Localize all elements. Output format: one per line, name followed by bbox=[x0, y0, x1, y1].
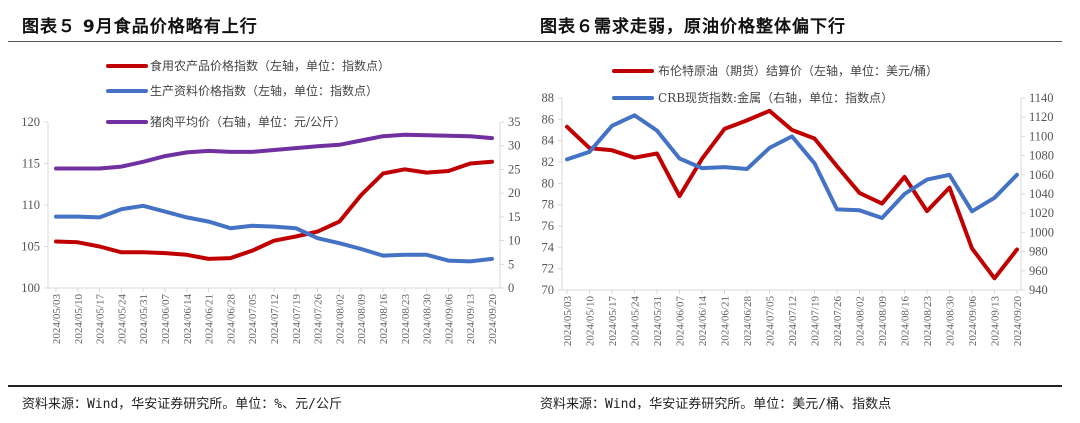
left-y-tick-label: 115 bbox=[22, 157, 40, 171]
chart-title: 图表５ 9月食品价格略有上行 bbox=[22, 17, 258, 37]
x-tick-label: 2024/06/14 bbox=[697, 296, 709, 347]
x-tick-label: 2024/08/30 bbox=[422, 294, 434, 345]
x-tick-label: 2024/07/19 bbox=[291, 294, 303, 345]
x-tick-label: 2024/08/09 bbox=[356, 294, 368, 345]
left-y-tick-label: 100 bbox=[21, 281, 40, 295]
chart-title: 图表６需求走弱，原油价格整体偏下行 bbox=[540, 17, 846, 37]
right-y-tick-label: 1020 bbox=[1029, 206, 1054, 220]
right-y-tick-label: 960 bbox=[1029, 264, 1048, 278]
left-y-tick-label: 82 bbox=[542, 155, 555, 169]
legend-label: 食用农产品价格指数（左轴，单位：指数点） bbox=[150, 58, 390, 73]
right-y-tick-label: 1140 bbox=[1029, 91, 1054, 105]
right-y-tick-label: 1080 bbox=[1029, 149, 1054, 163]
right-y-tick-label: 35 bbox=[508, 115, 521, 129]
series-line bbox=[565, 113, 1019, 220]
x-tick-label: 2024/05/10 bbox=[73, 294, 85, 345]
x-tick-label: 2024/05/17 bbox=[95, 294, 107, 345]
x-tick-label: 2024/06/21 bbox=[204, 294, 216, 344]
x-tick-label: 2024/08/23 bbox=[922, 296, 934, 347]
x-tick-label: 2024/06/07 bbox=[160, 294, 172, 345]
series-line bbox=[54, 203, 494, 264]
source-note: 资料来源：Wind，华安证券研究所。单位：%、元/公斤 bbox=[22, 397, 342, 412]
left-y-tick-label: 72 bbox=[542, 262, 555, 276]
x-tick-label: 2024/08/02 bbox=[855, 296, 867, 346]
legend-label: 猪肉平均价（右轴，单位：元/公斤） bbox=[150, 114, 346, 129]
legend-label: CRB现货指数:金属（右轴，单位：指数点） bbox=[658, 90, 893, 105]
x-tick-label: 2024/05/24 bbox=[116, 294, 128, 345]
x-tick-label: 2024/08/30 bbox=[945, 296, 957, 347]
x-tick-label: 2024/09/20 bbox=[487, 294, 499, 345]
x-tick-label: 2024/06/28 bbox=[742, 296, 754, 347]
line-chart-oil-prices: 70 72 74 76 78 80 82 84 86 88 940 960 980 1000 1020 104… bbox=[542, 63, 1055, 347]
footer-divider bbox=[540, 385, 1062, 387]
x-tick-label: 2024/09/20 bbox=[1012, 296, 1024, 347]
x-tick-label: 2024/05/03 bbox=[51, 294, 63, 345]
title-divider bbox=[540, 41, 1062, 42]
x-tick-label: 2024/08/16 bbox=[900, 296, 912, 347]
right-y-tick-label: 1000 bbox=[1029, 225, 1054, 239]
left-y-tick-label: 105 bbox=[21, 240, 40, 254]
x-tick-label: 2024/06/14 bbox=[182, 294, 194, 345]
title-divider bbox=[8, 41, 540, 42]
x-tick-label: 2024/05/17 bbox=[607, 296, 619, 347]
source-note: 资料来源：Wind，华安证券研究所。单位：美元/桶、指数点 bbox=[540, 397, 892, 412]
x-tick-label: 2024/07/26 bbox=[832, 296, 844, 347]
right-y-tick-label: 1100 bbox=[1029, 129, 1054, 143]
chart-panel-oil-prices: 图表６需求走弱，原油价格整体偏下行 70 72 74 76 78 80 82 84 86 88 94… bbox=[540, 0, 1080, 423]
right-y-tick-label: 25 bbox=[508, 162, 521, 176]
series-line bbox=[54, 159, 494, 261]
x-tick-label: 2024/09/06 bbox=[443, 294, 455, 345]
x-tick-label: 2024/07/12 bbox=[787, 296, 799, 346]
x-tick-label: 2024/06/21 bbox=[720, 296, 732, 346]
x-tick-label: 2024/05/03 bbox=[562, 296, 574, 347]
x-tick-label: 2024/07/19 bbox=[810, 296, 822, 347]
left-y-tick-label: 70 bbox=[542, 283, 555, 297]
x-tick-label: 2024/09/13 bbox=[990, 296, 1002, 347]
right-y-tick-label: 10 bbox=[508, 234, 521, 248]
left-y-tick-label: 78 bbox=[542, 198, 555, 212]
x-tick-label: 2024/06/07 bbox=[675, 296, 687, 347]
x-tick-label: 2024/07/05 bbox=[247, 294, 259, 345]
x-tick-label: 2024/05/24 bbox=[630, 296, 642, 347]
left-y-tick-label: 76 bbox=[542, 219, 555, 233]
x-tick-label: 2024/07/26 bbox=[313, 294, 325, 345]
series-line bbox=[54, 132, 494, 171]
x-tick-label: 2024/07/05 bbox=[765, 296, 777, 347]
right-y-tick-label: 30 bbox=[508, 139, 521, 153]
right-y-tick-label: 1120 bbox=[1029, 110, 1054, 124]
x-tick-label: 2024/05/31 bbox=[652, 296, 664, 346]
left-y-tick-label: 84 bbox=[542, 134, 555, 148]
x-tick-label: 2024/07/12 bbox=[269, 294, 281, 344]
x-tick-label: 2024/08/02 bbox=[334, 294, 346, 344]
left-y-tick-label: 88 bbox=[542, 91, 555, 105]
left-y-tick-label: 80 bbox=[542, 176, 555, 190]
chart-panel-food-prices: 图表５ 9月食品价格略有上行 100 105 110 115 120 0 5 10 15 20 25… bbox=[8, 17, 540, 412]
left-y-tick-label: 120 bbox=[21, 115, 40, 129]
x-tick-label: 2024/09/13 bbox=[465, 294, 477, 345]
x-tick-label: 2024/08/23 bbox=[400, 294, 412, 345]
x-tick-label: 2024/08/16 bbox=[378, 294, 390, 345]
x-tick-label: 2024/05/10 bbox=[585, 296, 597, 347]
legend-label: 布伦特原油（期货）结算价（左轴，单位：美元/桶） bbox=[658, 63, 938, 78]
right-y-tick-label: 980 bbox=[1029, 245, 1048, 259]
left-y-tick-label: 110 bbox=[22, 198, 40, 212]
left-y-tick-label: 74 bbox=[542, 240, 555, 254]
right-y-tick-label: 5 bbox=[508, 257, 514, 271]
x-tick-label: 2024/05/31 bbox=[138, 294, 150, 344]
right-y-tick-label: 0 bbox=[508, 281, 514, 295]
series-line bbox=[565, 108, 1019, 281]
right-y-tick-label: 20 bbox=[508, 186, 521, 200]
legend-label: 生产资料价格指数（左轴，单位：指数点） bbox=[150, 83, 378, 98]
line-chart-food-prices: 100 105 110 115 120 0 5 10 15 20 25 30 35 2024/05/03 2… bbox=[21, 58, 521, 345]
footer-divider bbox=[8, 385, 540, 387]
right-y-tick-label: 15 bbox=[508, 210, 521, 224]
x-tick-label: 2024/09/06 bbox=[967, 296, 979, 347]
x-tick-label: 2024/08/09 bbox=[877, 296, 889, 347]
right-y-tick-label: 1060 bbox=[1029, 168, 1054, 182]
x-tick-label: 2024/06/28 bbox=[225, 294, 237, 345]
right-y-tick-label: 940 bbox=[1029, 283, 1048, 297]
right-y-tick-label: 1040 bbox=[1029, 187, 1054, 201]
left-y-tick-label: 86 bbox=[542, 112, 555, 126]
